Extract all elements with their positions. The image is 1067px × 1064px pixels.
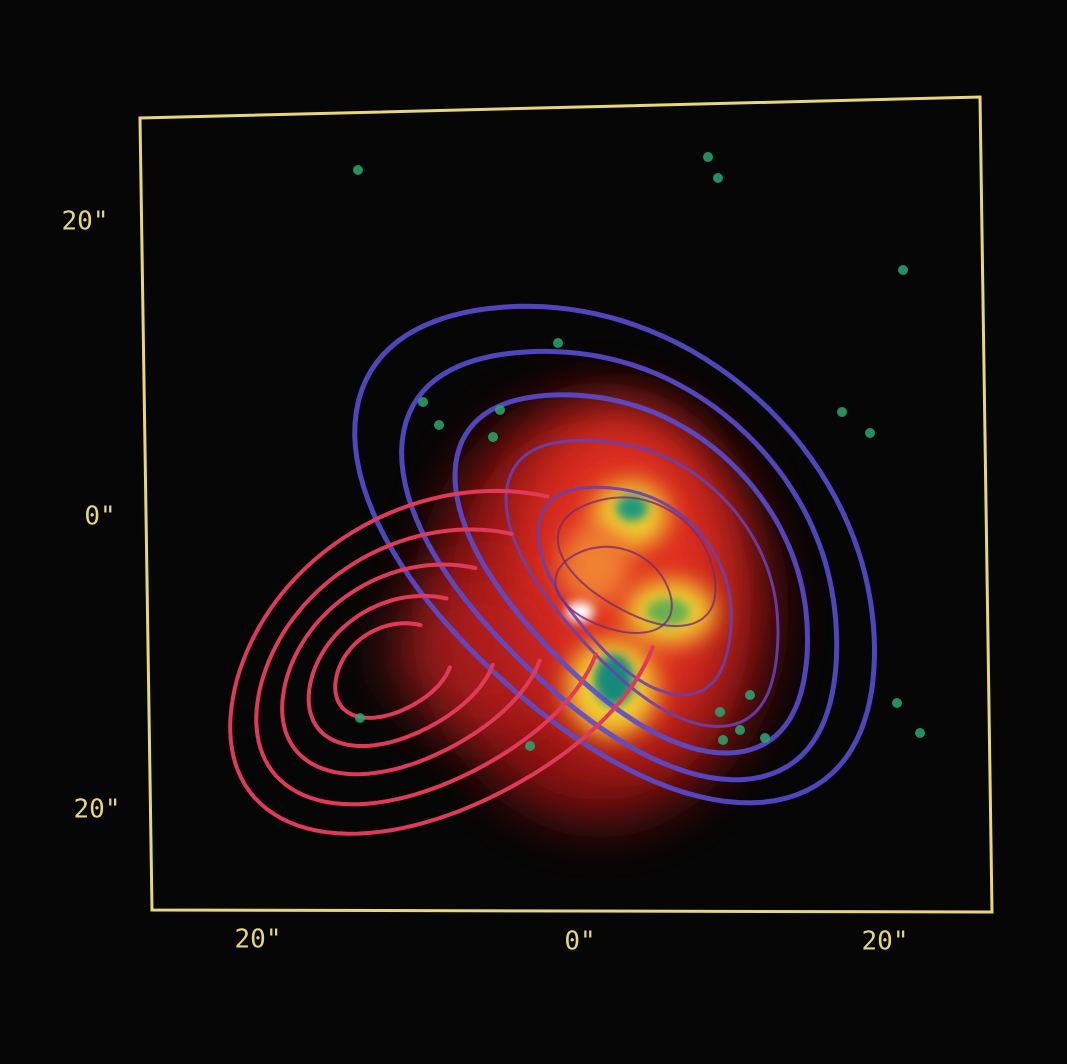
star [837, 407, 847, 417]
star [735, 725, 745, 735]
star [898, 265, 908, 275]
star [355, 713, 365, 723]
star [525, 741, 535, 751]
star [434, 420, 444, 430]
page: 20"0"20"20"0"20" (() => { const data = J… [0, 0, 1067, 1064]
star [495, 405, 505, 415]
star [915, 728, 925, 738]
x-axis-label: 20" [862, 927, 909, 957]
x-axis-label: 20" [235, 925, 282, 955]
y-axis-label: 0" [84, 502, 115, 532]
star [553, 338, 563, 348]
star [715, 707, 725, 717]
star [760, 733, 770, 743]
x-axis-label: 0" [564, 927, 595, 957]
y-axis-label: 20" [74, 795, 121, 825]
star [892, 698, 902, 708]
star [713, 173, 723, 183]
star [703, 152, 713, 162]
star [745, 690, 755, 700]
star [353, 165, 363, 175]
image-view: 20" 0" 20" 20" 0" 20" [0, 0, 1067, 1064]
star [718, 735, 728, 745]
star [865, 428, 875, 438]
star [488, 432, 498, 442]
star [418, 397, 428, 407]
y-axis-label: 20" [62, 207, 109, 237]
